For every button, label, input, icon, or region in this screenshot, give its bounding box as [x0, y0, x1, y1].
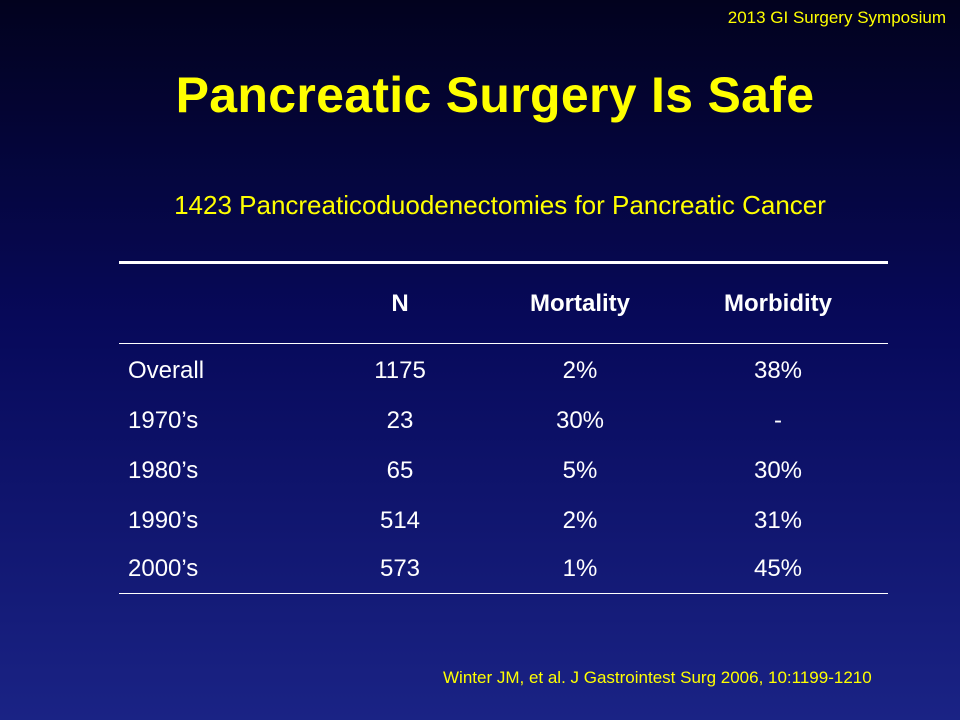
- row-mortality: 2%: [562, 357, 598, 384]
- table-row: 1970’s 23 30% -: [0, 407, 960, 439]
- row-n: 514: [379, 507, 421, 534]
- table-row: 1980’s 65 5% 30%: [0, 457, 960, 489]
- table-bottom-rule: [119, 593, 888, 594]
- table-top-rule: [119, 261, 888, 264]
- row-n: 65: [386, 457, 414, 484]
- table-header-rule: [119, 343, 888, 344]
- row-label: 1980’s: [128, 457, 199, 484]
- row-mortality: 30%: [555, 407, 605, 434]
- row-label: 2000’s: [128, 555, 199, 582]
- row-n: 1175: [374, 357, 426, 384]
- row-morbidity: 31%: [753, 507, 803, 534]
- slide-subtitle: 1423 Pancreaticoduodenectomies for Pancr…: [174, 190, 826, 220]
- row-morbidity: 30%: [753, 457, 803, 484]
- row-label: 1990’s: [128, 507, 199, 534]
- header-n: N: [391, 290, 409, 317]
- table-header-row: N Mortality Morbidity: [0, 290, 960, 324]
- row-morbidity: -: [774, 407, 782, 434]
- symposium-label: 2013 GI Surgery Symposium: [727, 8, 946, 27]
- row-n: 23: [386, 407, 414, 434]
- row-mortality: 5%: [562, 457, 598, 484]
- row-morbidity: 38%: [753, 357, 803, 384]
- citation: Winter JM, et al. J Gastrointest Surg 20…: [443, 668, 872, 687]
- row-morbidity: 45%: [753, 555, 803, 582]
- slide-title: Pancreatic Surgery Is Safe: [175, 67, 815, 123]
- row-label: Overall: [128, 357, 205, 384]
- table-row: 2000’s 573 1% 45%: [0, 555, 960, 587]
- row-n: 573: [379, 555, 421, 582]
- table-row: 1990’s 514 2% 31%: [0, 507, 960, 539]
- table-row: Overall 1175 2% 38%: [0, 357, 960, 389]
- row-label: 1970’s: [128, 407, 199, 434]
- header-morbidity: Morbidity: [724, 290, 832, 317]
- row-mortality: 1%: [562, 555, 598, 582]
- header-mortality: Mortality: [529, 290, 630, 317]
- row-mortality: 2%: [562, 507, 598, 534]
